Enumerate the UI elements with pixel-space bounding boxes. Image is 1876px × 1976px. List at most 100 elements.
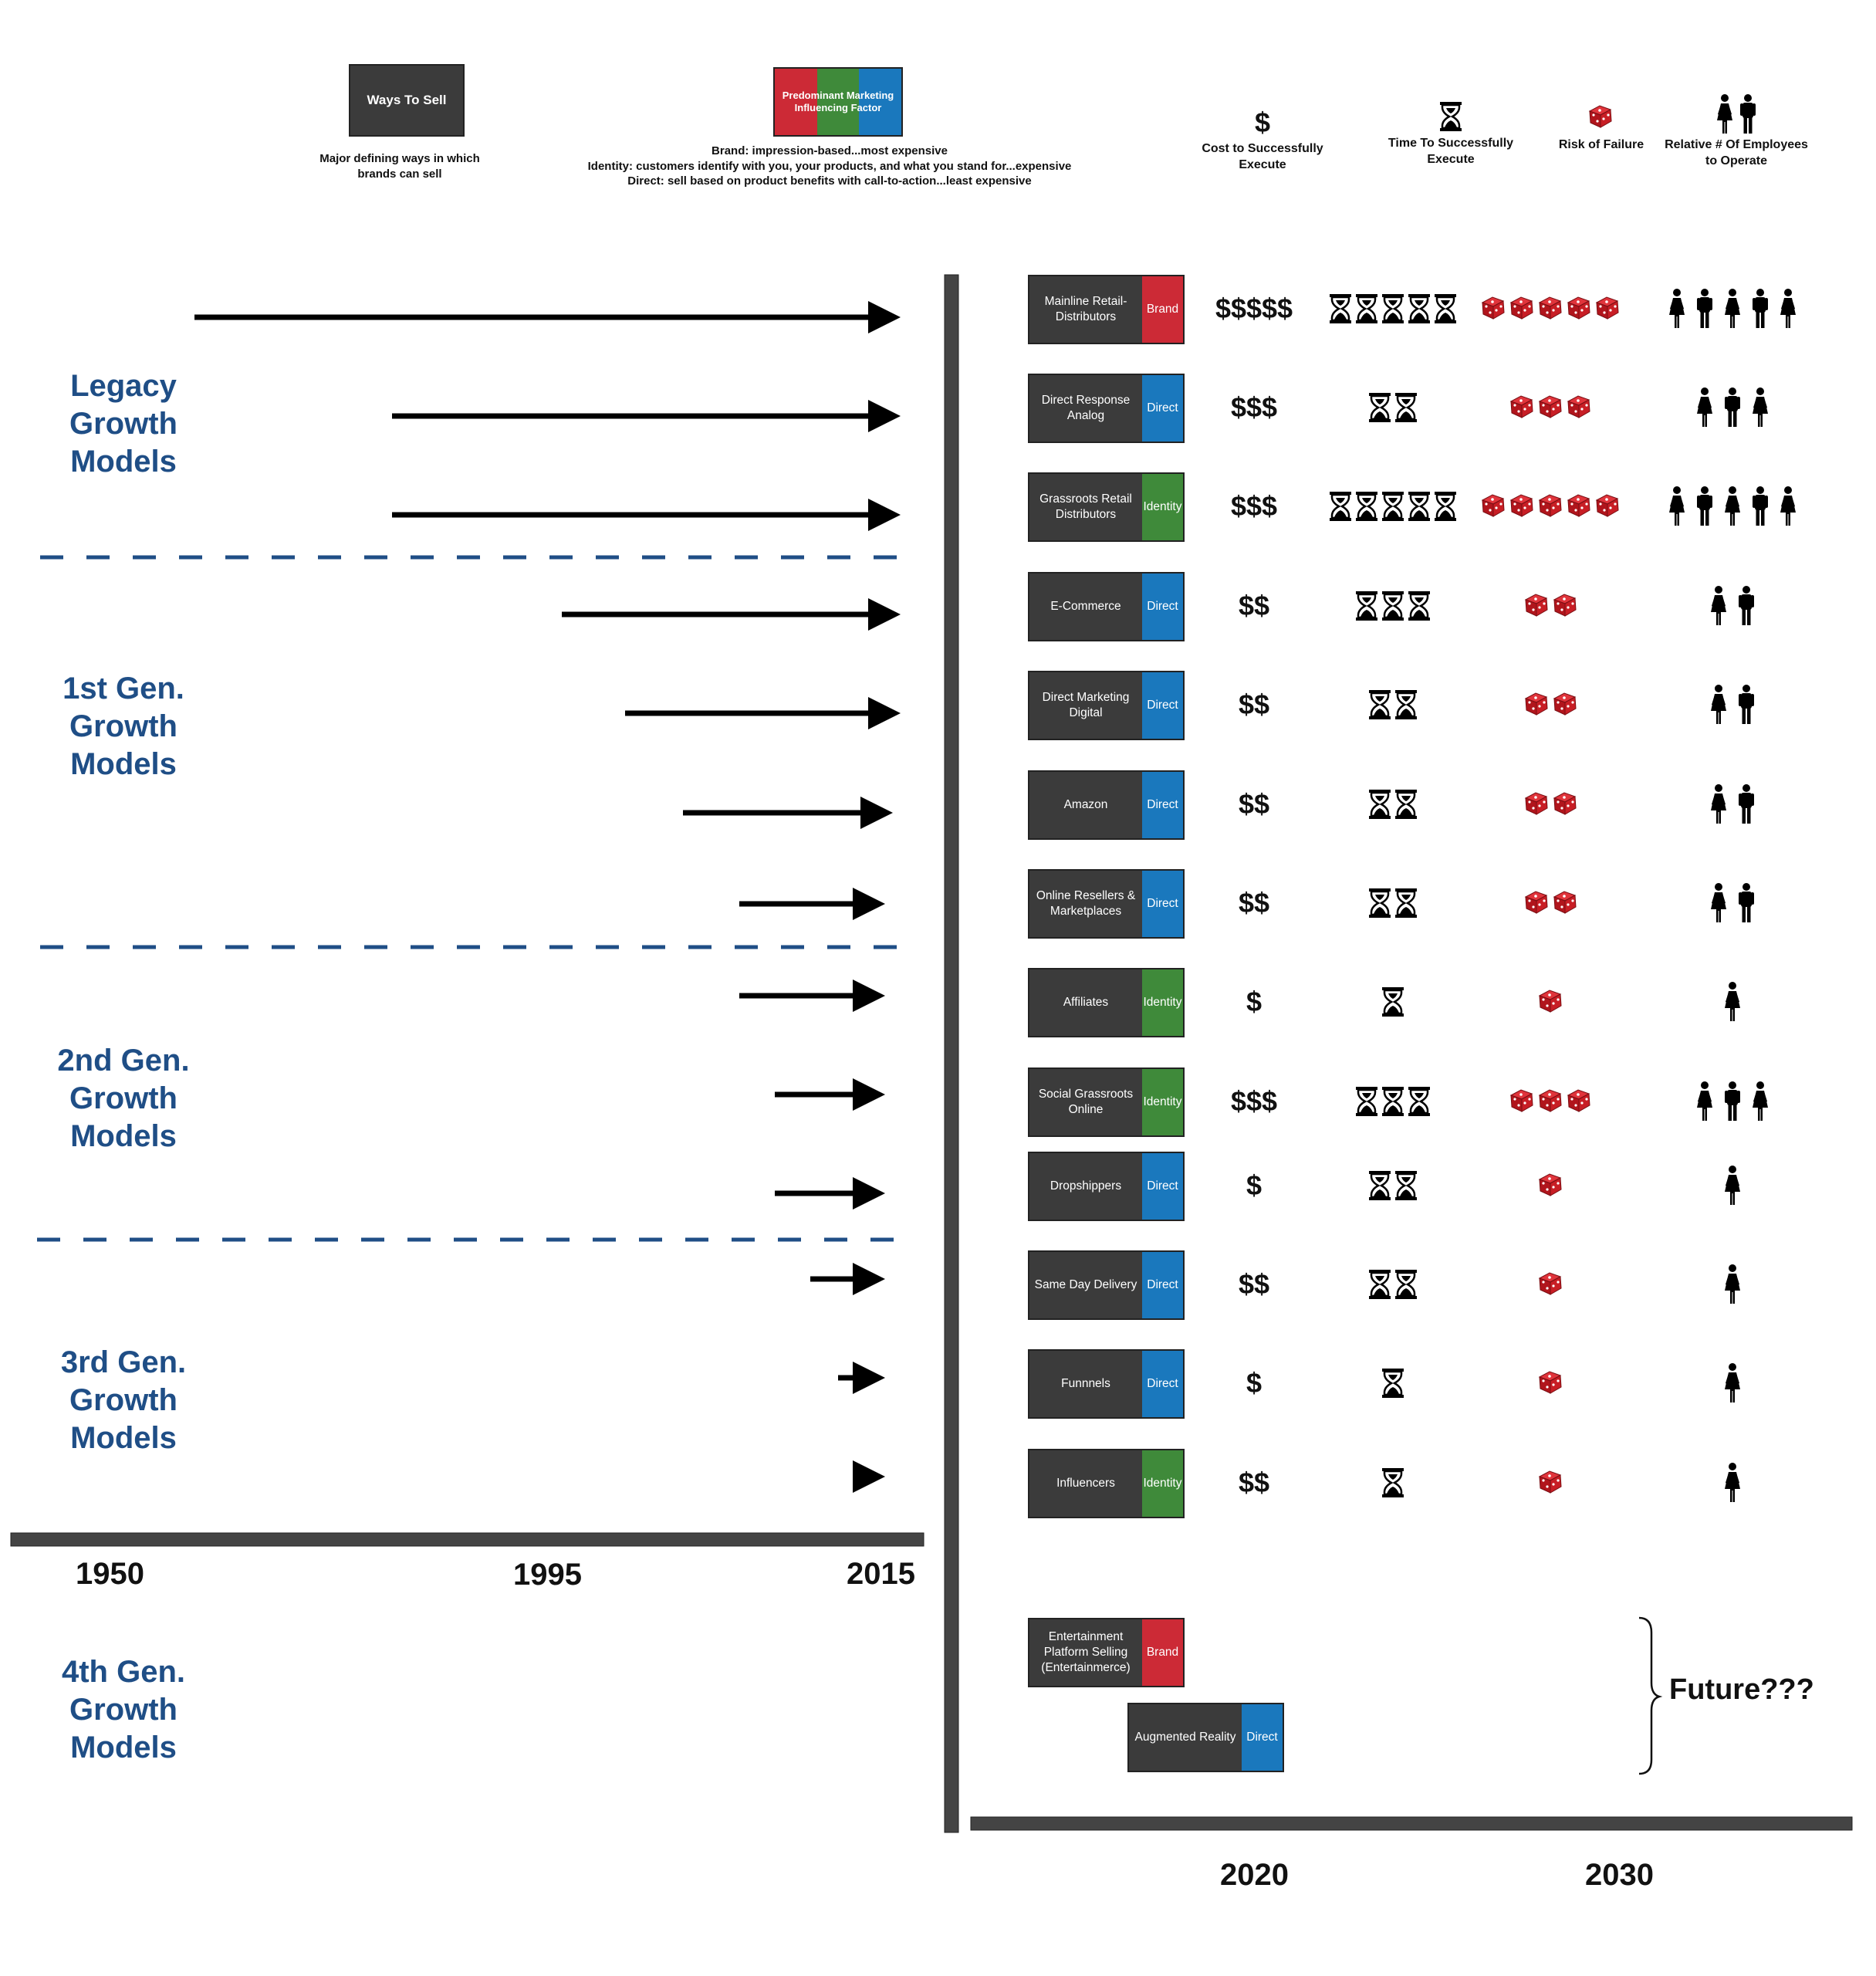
time-rating: [1320, 987, 1466, 1017]
cost-rating: $$$: [1230, 490, 1278, 522]
dice-icon: [1566, 492, 1594, 519]
dice-icon: [1552, 889, 1580, 915]
time-column-header: Time To Successfully Execute: [1374, 102, 1528, 168]
dice-icon: [1566, 295, 1594, 321]
employees-rating: [1651, 1363, 1813, 1403]
legacy-growth-label: Legacy Growth Models: [69, 369, 177, 479]
cost-rating: $$: [1238, 590, 1270, 621]
male-person-icon: [1736, 784, 1756, 824]
factor-desc-brand: Brand: impression-based...most expensive: [712, 144, 948, 157]
male-person-icon: [1750, 289, 1770, 329]
cost-rating: $$$: [1230, 391, 1278, 423]
risk-rating: [1474, 1469, 1628, 1495]
model-name: Dropshippers: [1029, 1153, 1142, 1220]
hourglass-icon: [1394, 1270, 1418, 1299]
employees-rating: [1651, 685, 1813, 725]
dice-icon: [1566, 1088, 1594, 1114]
risk-rating: [1474, 790, 1628, 817]
dice-icon: [1594, 295, 1622, 321]
year-2015: 2015: [847, 1557, 915, 1591]
hourglass-icon: [1394, 888, 1418, 918]
dollar-icon: $: [1254, 107, 1271, 138]
time-rating: [1320, 492, 1466, 521]
dice-icon: [1543, 103, 1659, 137]
risk-header-label: Risk of Failure: [1558, 138, 1644, 151]
time-rating: [1320, 690, 1466, 719]
people-icon: [1659, 94, 1813, 137]
factor-description: Brand: impression-based...most expensive…: [540, 144, 1119, 189]
cost-rating: $$$$$: [1215, 293, 1293, 324]
future-axis: [970, 1816, 1853, 1831]
hourglass-icon: [1355, 492, 1378, 521]
dice-icon: [1509, 295, 1536, 321]
ways-to-sell-title: Ways To Sell: [367, 93, 447, 107]
female-person-icon: [1722, 982, 1742, 1022]
model-e-commerce: E-Commerce Direct: [1028, 572, 1185, 641]
model-name: Direct Marketing Digital: [1029, 672, 1142, 739]
hourglass-icon: [1355, 591, 1378, 621]
model-grassroots-retail-distributors: Grassroots Retail Distributors Identity: [1028, 472, 1185, 542]
female-person-icon: [1722, 1363, 1742, 1403]
year-1950: 1950: [76, 1557, 144, 1591]
risk-rating: [1474, 295, 1628, 321]
model-name: Influencers: [1029, 1450, 1142, 1517]
hourglass-icon: [1408, 294, 1431, 323]
female-person-icon: [1715, 94, 1735, 137]
female-person-icon: [1667, 289, 1687, 329]
hourglass-icon: [1394, 1171, 1418, 1200]
female-person-icon: [1722, 486, 1742, 526]
factor-desc-direct: Direct: sell based on product benefits w…: [627, 174, 1032, 188]
dice-icon: [1509, 394, 1536, 420]
model-funnnels: Funnnels Direct: [1028, 1349, 1185, 1419]
dice-icon: [1594, 492, 1622, 519]
female-person-icon: [1778, 486, 1798, 526]
dice-icon: [1509, 492, 1536, 519]
gen3-growth-label: 3rd Gen. Growth Models: [60, 1345, 187, 1455]
risk-rating: [1474, 1088, 1628, 1114]
time-rating: [1320, 1171, 1466, 1200]
generation-dividers: [37, 555, 918, 1242]
employees-rating: [1651, 289, 1813, 329]
time-rating: [1320, 1369, 1466, 1398]
dice-icon: [1509, 1088, 1536, 1114]
cost-rating: $$$: [1230, 1085, 1278, 1117]
hourglass-icon: [1381, 492, 1404, 521]
male-person-icon: [1736, 586, 1756, 626]
factor-badge: Brand: [1142, 276, 1183, 343]
direct-swatch: [859, 69, 902, 135]
factor-badge: Direct: [1142, 574, 1183, 640]
hourglass-icon: [1368, 790, 1391, 819]
employees-rating: [1651, 586, 1813, 626]
model-name: Entertainment Platform Selling (Entertai…: [1029, 1619, 1142, 1686]
cost-rating: $$: [1238, 788, 1270, 820]
ways-to-sell-legend-box: Ways To Sell: [349, 64, 465, 137]
model-influencers: Influencers Identity: [1028, 1449, 1185, 1518]
dice-icon: [1480, 295, 1508, 321]
female-person-icon: [1750, 1081, 1770, 1122]
hourglass-icon: [1408, 591, 1431, 621]
identity-swatch: [816, 69, 860, 135]
hourglass-icon: [1368, 1270, 1391, 1299]
model-name: Direct Response Analog: [1029, 375, 1142, 442]
time-rating: [1320, 393, 1466, 422]
factor-badge: Identity: [1142, 969, 1183, 1036]
factor-desc-identity: Identity: customers identify with you, y…: [587, 159, 1072, 173]
risk-rating: [1474, 592, 1628, 618]
hourglass-icon: [1394, 790, 1418, 819]
time-rating: [1320, 888, 1466, 918]
future-label: Future???: [1669, 1673, 1814, 1706]
male-person-icon: [1738, 94, 1758, 137]
future-brace: [1638, 1616, 1663, 1775]
employees-rating: [1651, 883, 1813, 923]
risk-column-header: Risk of Failure: [1543, 103, 1659, 154]
model-online-resellers-marketplaces: Online Resellers & Marketplaces Direct: [1028, 869, 1185, 939]
time-rating: [1320, 1270, 1466, 1299]
female-person-icon: [1778, 289, 1798, 329]
dice-icon: [1552, 592, 1580, 618]
time-rating: [1320, 294, 1466, 323]
employees-rating: [1651, 1463, 1813, 1503]
cost-rating: $$: [1238, 1268, 1270, 1300]
gen2-growth-label: 2nd Gen. Growth Models: [57, 1044, 190, 1153]
model-name: Social Grassroots Online: [1029, 1069, 1142, 1135]
